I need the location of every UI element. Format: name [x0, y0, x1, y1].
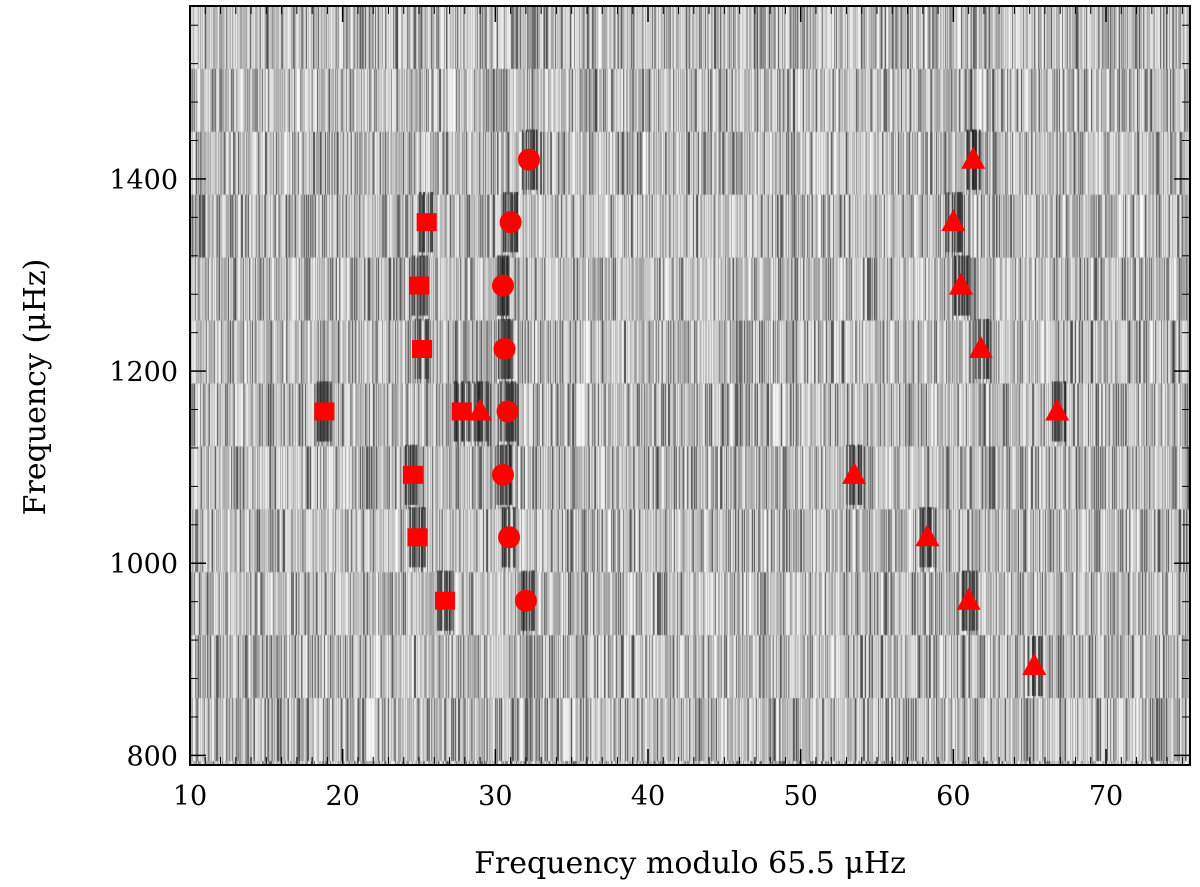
- square-marker: [409, 276, 430, 295]
- y-tick-label: 1000: [109, 549, 178, 580]
- circle-marker: [491, 274, 514, 297]
- echelle-background-image: [190, 6, 1190, 765]
- axis-ticks: [189, 6, 1190, 765]
- y-tick-label: 1400: [109, 165, 178, 196]
- triangle-marker: [956, 587, 981, 610]
- triangle-marker: [968, 335, 993, 358]
- x-tick-label: 10: [173, 781, 207, 812]
- circle-marker: [517, 148, 540, 171]
- square-marker: [412, 339, 433, 358]
- circle-marker: [499, 211, 522, 234]
- circle-marker: [496, 400, 519, 423]
- x-tick-label: 20: [325, 781, 359, 812]
- triangle-marker: [961, 146, 986, 169]
- y-axis-title: Frequency (μHz): [18, 259, 53, 516]
- square-marker: [402, 465, 423, 484]
- triangle-marker: [941, 209, 966, 232]
- triangle-marker: [948, 272, 973, 295]
- data-markers: [314, 146, 1070, 676]
- plot-border: [189, 5, 1191, 766]
- x-tick-label: 40: [631, 781, 665, 812]
- circle-marker: [491, 463, 514, 486]
- triangle-marker: [915, 524, 940, 547]
- circle-marker: [493, 337, 516, 360]
- square-marker: [416, 213, 437, 232]
- x-tick-label: 30: [478, 781, 512, 812]
- triangle-marker: [842, 461, 867, 484]
- x-axis-title: Frequency modulo 65.5 μHz: [474, 846, 906, 881]
- square-marker: [314, 402, 335, 421]
- triangle-marker: [1045, 398, 1070, 421]
- x-tick-label: 50: [784, 781, 818, 812]
- y-tick-label: 1200: [109, 357, 178, 388]
- triangle-marker: [468, 398, 493, 421]
- x-tick-label: 60: [936, 781, 970, 812]
- square-marker: [434, 591, 455, 610]
- circle-marker: [498, 526, 521, 549]
- circle-marker: [514, 589, 537, 612]
- triangle-marker: [1022, 653, 1047, 676]
- square-marker: [451, 402, 472, 421]
- y-tick-label: 800: [126, 741, 178, 772]
- echelle-background: [190, 6, 1190, 765]
- tick-labels: 10 20 30 40 50 60 70 800 1000 1200 1400: [109, 165, 1123, 812]
- plot-frame: [189, 5, 1191, 766]
- square-marker: [407, 528, 428, 547]
- x-tick-label: 70: [1089, 781, 1123, 812]
